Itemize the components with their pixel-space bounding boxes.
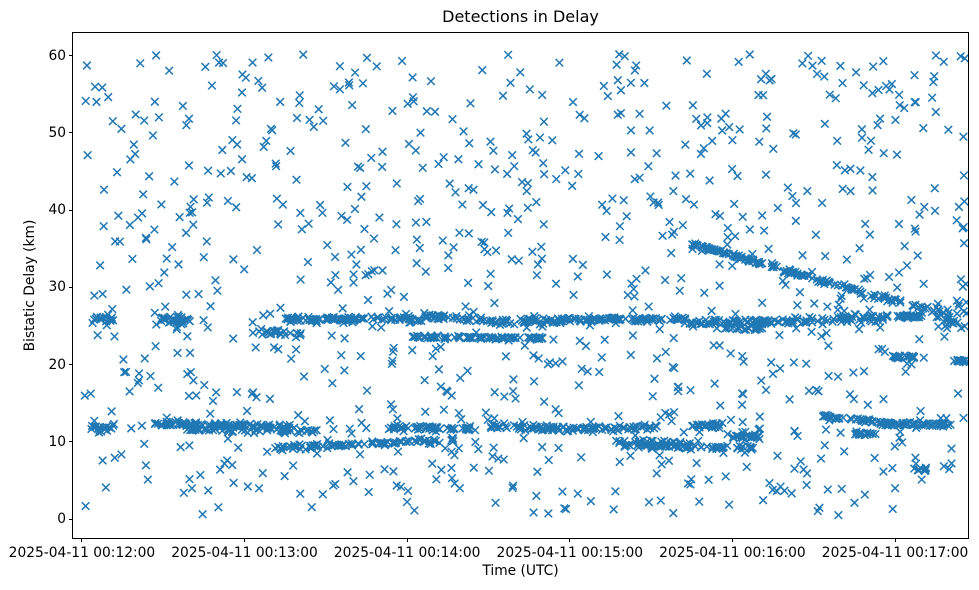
y-tick-mark <box>69 518 73 520</box>
x-tick-mark <box>569 538 571 542</box>
y-tick-mark <box>69 132 73 134</box>
chart-title: Detections in Delay <box>442 7 599 26</box>
x-tick-label: 2025-04-11 00:12:00 <box>8 545 156 561</box>
y-tick-mark <box>69 441 73 443</box>
y-tick-label: 50 <box>48 124 66 141</box>
y-tick-mark <box>69 209 73 211</box>
y-tick-label: 30 <box>48 279 66 296</box>
y-tick-mark <box>69 364 73 366</box>
x-tick-mark <box>81 538 83 542</box>
y-tick-mark <box>69 286 73 288</box>
x-tick-mark <box>406 538 408 542</box>
x-tick-label: 2025-04-11 00:14:00 <box>333 545 481 561</box>
y-tick-mark <box>69 55 73 57</box>
x-tick-label: 2025-04-11 00:15:00 <box>496 545 644 561</box>
x-tick-mark <box>894 538 896 542</box>
x-axis-label: Time (UTC) <box>482 563 559 579</box>
y-tick-label: 40 <box>48 202 66 219</box>
y-tick-label: 10 <box>48 433 66 450</box>
x-tick-label: 2025-04-11 00:17:00 <box>821 545 969 561</box>
y-tick-label: 20 <box>48 356 66 373</box>
x-tick-mark <box>244 538 246 542</box>
x-tick-label: 2025-04-11 00:13:00 <box>171 545 318 561</box>
y-tick-label: 60 <box>48 47 66 64</box>
scatter-canvas <box>73 33 968 538</box>
x-tick-label: 2025-04-11 00:16:00 <box>659 545 806 561</box>
y-tick-label: 0 <box>57 511 66 527</box>
x-tick-mark <box>731 538 733 542</box>
